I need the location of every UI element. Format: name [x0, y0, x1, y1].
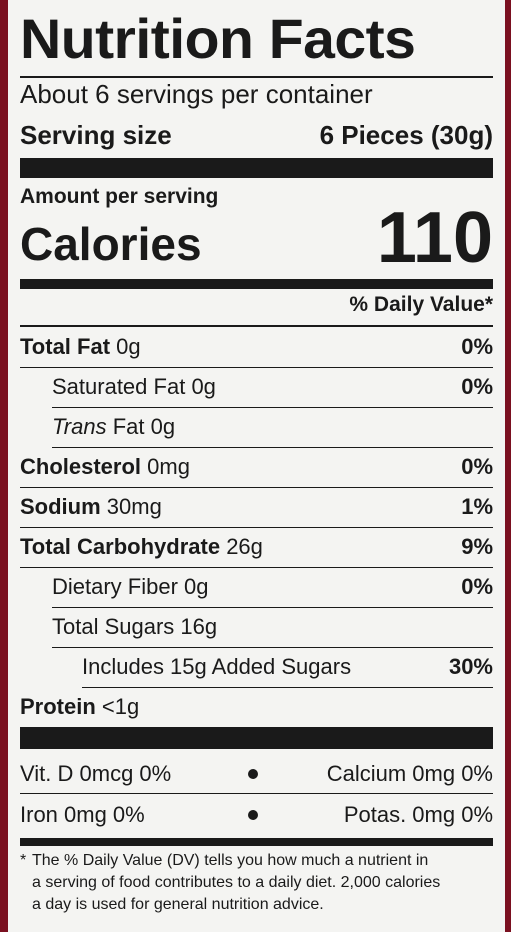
- nutrient-dv: 0%: [461, 574, 493, 599]
- nutrient-amount: Fat 0g: [112, 414, 176, 439]
- servings: About 6 servings per container: [20, 79, 373, 109]
- nutrient-name: Total Sugars: [52, 614, 175, 639]
- footnote: * The % Daily Value (DV) tells you how m…: [20, 850, 440, 913]
- nutrient-amount: 26g: [226, 534, 263, 559]
- calories-label: Calories: [20, 218, 202, 270]
- nutrient-amount: <1g: [101, 694, 140, 719]
- nutrient-amount: 0g: [116, 334, 141, 359]
- nutrient-name: Total Carbohydrate: [20, 534, 221, 559]
- nutrient-dv: 30%: [448, 654, 493, 679]
- footnote-line: The % Daily Value (DV) tells you how muc…: [32, 852, 429, 869]
- amount-per-serving: Amount per serving: [20, 185, 219, 208]
- nutrient-amount: 0g: [184, 574, 209, 599]
- dv-header: % Daily Value*: [349, 293, 493, 316]
- nutrient-name: Saturated Fat: [52, 374, 186, 399]
- rule: [20, 76, 493, 78]
- nutrient-name: Dietary Fiber: [52, 574, 178, 599]
- vitamin-row: Vit. D 0mcg 0% Calcium 0mg 0%: [20, 754, 493, 794]
- nutrient-row: Sodium 30mg 1%: [20, 487, 493, 528]
- bullet: [248, 810, 258, 820]
- nutrient-dv: 0%: [461, 374, 493, 399]
- rule: [20, 325, 493, 327]
- nutrient-dv: 1%: [461, 494, 493, 519]
- calories-value: 110: [376, 198, 493, 278]
- nutrient-amount: 30mg: [106, 494, 162, 519]
- nutrient-row: Trans Fat 0g: [52, 407, 493, 448]
- nutrient-name: Total Fat: [20, 334, 111, 359]
- medium-rule: [20, 838, 493, 846]
- nutrient-name: Trans: [52, 414, 107, 439]
- bullet: [248, 769, 258, 779]
- nutrient-amount: 0g: [191, 374, 216, 399]
- title: Nutrition Facts: [20, 7, 416, 70]
- nutrient-row: Dietary Fiber 0g 0%: [52, 567, 493, 608]
- footnote-line: a serving of food contributes to a daily…: [32, 874, 441, 891]
- nutrient-row: Total Sugars 16g: [52, 607, 493, 648]
- vitamin-right: Calcium 0mg 0%: [326, 761, 493, 786]
- nutrient-dv: 0%: [461, 454, 493, 479]
- footnote-text: The % Daily Value (DV) tells you how muc…: [32, 850, 440, 916]
- thick-rule: [20, 158, 493, 178]
- nutrient-row: Total Fat 0g 0%: [20, 327, 493, 368]
- serving-size-label: Serving size: [20, 120, 172, 150]
- nutrient-row: Cholesterol 0mg 0%: [20, 447, 493, 488]
- nutrition-label: Nutrition Facts About 6 servings per con…: [8, 0, 505, 932]
- serving-size-value: 6 Pieces (30g): [319, 120, 493, 150]
- nutrient-row: Saturated Fat 0g 0%: [52, 367, 493, 408]
- vitamin-left: Iron 0mg 0%: [20, 802, 145, 827]
- vitamin-left: Vit. D 0mcg 0%: [20, 761, 172, 786]
- vitamin-row: Iron 0mg 0% Potas. 0mg 0%: [20, 795, 493, 834]
- footnote-line: a day is used for general nutrition advi…: [32, 896, 324, 913]
- nutrient-row: Includes 15g Added Sugars 30%: [82, 647, 493, 688]
- nutrient-row: Protein <1g: [20, 687, 493, 727]
- nutrient-amount: 16g: [180, 614, 218, 639]
- nutrient-name: Includes 15g Added Sugars: [82, 654, 352, 679]
- vitamin-right: Potas. 0mg 0%: [343, 802, 493, 827]
- nutrient-name: Protein: [20, 694, 96, 719]
- nutrient-dv: 9%: [461, 534, 493, 559]
- nutrient-dv: 0%: [461, 334, 493, 359]
- medium-rule: [20, 279, 493, 289]
- nutrient-name: Sodium: [20, 494, 101, 519]
- nutrient-row: Total Carbohydrate 26g 9%: [20, 527, 493, 568]
- nutrient-name: Cholesterol: [20, 454, 142, 479]
- thick-rule: [20, 727, 493, 749]
- nutrient-amount: 0mg: [147, 454, 190, 479]
- footnote-marker: *: [20, 852, 27, 869]
